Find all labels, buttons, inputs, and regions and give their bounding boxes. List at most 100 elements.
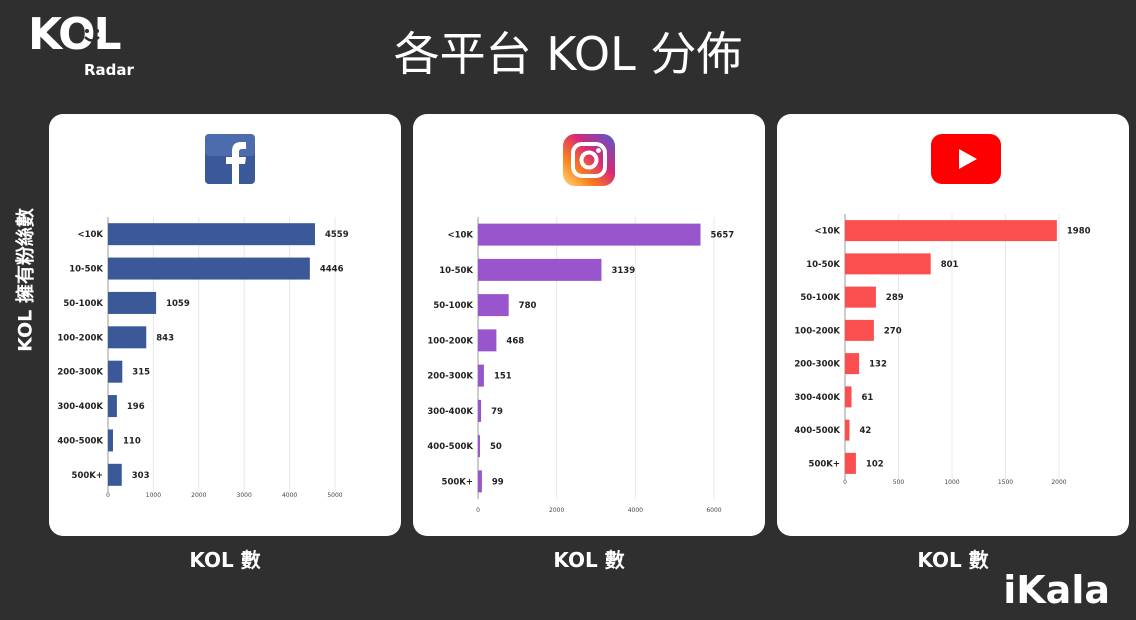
category-label: 500K+ — [72, 471, 103, 481]
data-label: 4446 — [320, 265, 344, 275]
bar — [845, 220, 1057, 242]
category-label: <10K — [77, 230, 103, 240]
bar — [108, 463, 122, 486]
category-label: <10K — [447, 231, 473, 241]
data-label: 3139 — [611, 266, 635, 276]
logo-sub-text: Radar — [84, 61, 134, 79]
youtube-chart-card: 0 500 1000 1500 2000 <10K 1980 10-50K 801 50-100K… — [777, 114, 1129, 536]
instagram-chart-card: 0 2000 4000 6000 <10K 5657 10-50K 3139 50-100K 78… — [413, 114, 765, 536]
bar — [845, 253, 931, 275]
y-axis-title: KOL 擁有粉絲數 — [14, 208, 37, 352]
data-label: 50 — [490, 442, 502, 452]
category-label: 50-100K — [63, 299, 103, 309]
bar — [108, 360, 123, 383]
bar — [478, 399, 482, 422]
youtube-x-axis-title: KOL 數 — [917, 548, 989, 572]
bar — [108, 395, 117, 418]
data-label: 270 — [884, 326, 902, 336]
category-label: 10-50K — [806, 260, 840, 270]
bar — [478, 470, 482, 493]
bar — [478, 329, 497, 352]
youtube-icon — [931, 134, 1001, 184]
category-label: 300-400K — [427, 407, 473, 417]
kol-radar-logo: KOL Radar — [22, 8, 142, 82]
data-label: 801 — [941, 260, 959, 270]
x-tick-label: 3000 — [237, 492, 252, 499]
bar — [478, 294, 509, 317]
bar — [845, 419, 850, 441]
data-label: 79 — [491, 407, 503, 417]
data-label: 102 — [866, 459, 884, 469]
bar — [108, 223, 315, 246]
category-label: 100-200K — [427, 336, 473, 346]
category-label: 400-500K — [794, 426, 840, 436]
data-label: 99 — [492, 477, 504, 487]
category-label: 200-300K — [794, 360, 840, 370]
x-tick-label: 0 — [476, 507, 480, 514]
x-tick-label: 4000 — [628, 507, 643, 514]
data-label: 468 — [506, 336, 524, 346]
category-label: 100-200K — [794, 326, 840, 336]
category-label: 300-400K — [57, 402, 103, 412]
data-label: 110 — [123, 436, 141, 446]
data-label: 315 — [132, 368, 150, 378]
bar — [845, 386, 852, 408]
data-label: 1980 — [1067, 227, 1091, 237]
category-label: 200-300K — [427, 372, 473, 382]
bar — [108, 291, 157, 314]
x-tick-label: 1500 — [998, 479, 1013, 486]
x-tick-label: 1000 — [146, 492, 161, 499]
data-label: 289 — [886, 293, 904, 303]
instagram-icon — [563, 134, 615, 186]
bar — [845, 353, 860, 375]
bar — [845, 286, 876, 308]
data-label: 151 — [494, 372, 512, 382]
x-tick-label: 1000 — [944, 479, 959, 486]
data-label: 843 — [156, 333, 174, 343]
facebook-x-axis-title: KOL 數 — [189, 548, 261, 572]
data-label: 61 — [862, 393, 874, 403]
category-label: 500K+ — [809, 459, 840, 469]
instagram-bar-chart: 0 2000 4000 6000 <10K 5657 10-50K 3139 50-100K 78… — [427, 217, 735, 514]
data-label: 5657 — [711, 231, 735, 241]
data-label: 1059 — [166, 299, 190, 309]
category-label: 10-50K — [69, 265, 103, 275]
bar — [478, 223, 701, 246]
facebook-bar-chart: 0 1000 2000 3000 4000 5000 <10K 4559 10-50K 4446 5… — [57, 217, 349, 499]
bar — [108, 326, 147, 349]
ikala-brand-logo: iKala — [1003, 568, 1110, 612]
logo-main-text: KOL — [28, 9, 122, 60]
category-label: 200-300K — [57, 368, 103, 378]
category-label: <10K — [814, 227, 840, 237]
category-label: 100-200K — [57, 333, 103, 343]
bar — [478, 435, 480, 458]
facebook-icon — [205, 134, 255, 184]
x-tick-label: 2000 — [191, 492, 206, 499]
x-tick-label: 4000 — [282, 492, 297, 499]
x-tick-label: 2000 — [1051, 479, 1066, 486]
data-label: 196 — [127, 402, 145, 412]
x-tick-label: 500 — [893, 479, 905, 486]
bar — [845, 452, 856, 474]
x-tick-label: 5000 — [327, 492, 342, 499]
data-label: 4559 — [325, 230, 349, 240]
smile-icon — [84, 29, 100, 42]
data-label: 303 — [132, 471, 150, 481]
data-label: 132 — [869, 360, 887, 370]
category-label: 50-100K — [800, 293, 840, 303]
bar — [108, 257, 310, 280]
bar — [108, 429, 113, 452]
x-tick-label: 2000 — [549, 507, 564, 514]
page-title: 各平台 KOL 分佈 — [393, 27, 743, 81]
x-tick-label: 6000 — [706, 507, 721, 514]
data-label: 42 — [859, 426, 871, 436]
bar — [478, 258, 602, 281]
category-label: 300-400K — [794, 393, 840, 403]
category-label: 400-500K — [57, 436, 103, 446]
data-label: 780 — [519, 301, 537, 311]
category-label: 500K+ — [442, 477, 473, 487]
facebook-chart-card: 0 1000 2000 3000 4000 5000 <10K 4559 10-50K 4446 5… — [49, 114, 401, 536]
x-tick-label: 0 — [106, 492, 110, 499]
youtube-bar-chart: 0 500 1000 1500 2000 <10K 1980 10-50K 801 50-100K… — [794, 214, 1091, 486]
category-label: 10-50K — [439, 266, 473, 276]
